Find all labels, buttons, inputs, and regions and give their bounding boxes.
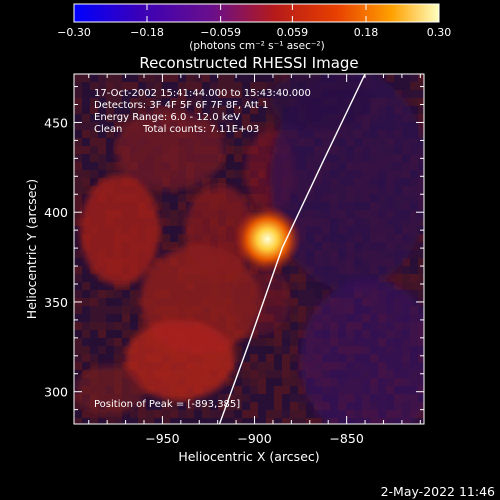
chart-title: Reconstructed RHESSI Image	[139, 54, 358, 72]
plot-frame	[73, 73, 425, 425]
colorbar-tick-label: −0.18	[130, 26, 164, 39]
x-tick-label: −850	[329, 431, 363, 446]
colorbar-tick-label: 0.18	[354, 26, 379, 39]
y-tick-label: 300	[44, 385, 68, 400]
annotation-algorithm: Clean	[94, 124, 122, 135]
solar-limb-curve	[218, 74, 366, 424]
peak-source	[233, 205, 302, 274]
colorbar-unit-label: (photons cm⁻² s⁻¹ asec⁻²)	[189, 40, 324, 52]
x-tick-label: −900	[237, 431, 271, 446]
annotation-detectors: Detectors: 3F 4F 5F 6F 7F 8F, Att 1	[94, 100, 268, 111]
heatmap-image	[74, 74, 424, 424]
colorbar-tick-label: −0.30	[57, 26, 91, 39]
annotation-time-range: 17-Oct-2002 15:41:44.000 to 15:43:40.000	[94, 88, 311, 99]
peak-position-label: Position of Peak = [-893,385]	[94, 399, 240, 410]
y-tick-label: 350	[44, 295, 68, 310]
y-axis-label: Heliocentric Y (arcsec)	[24, 179, 39, 319]
footer-timestamp: 2-May-2022 11:46	[381, 484, 495, 499]
y-tick-label: 400	[44, 205, 68, 220]
x-tick-label: −950	[145, 431, 179, 446]
colorbar-ticks: −0.30 −0.18 −0.059 0.059 0.18 0.30	[57, 4, 451, 39]
axis-ticks: −950 −900 −850 300 350 400 450	[44, 74, 424, 446]
annotation-energy-range: Energy Range: 6.0 - 12.0 keV	[94, 112, 240, 123]
y-tick-label: 450	[44, 115, 68, 130]
colorbar-tick-label: −0.059	[200, 26, 241, 39]
colorbar-tick-label: 0.30	[427, 26, 452, 39]
x-axis-label: Heliocentric X (arcsec)	[178, 449, 319, 464]
colorbar	[73, 3, 440, 23]
colorbar-tick-label: 0.059	[277, 26, 309, 39]
annotation-total-counts: Total counts: 7.11E+03	[142, 124, 259, 135]
